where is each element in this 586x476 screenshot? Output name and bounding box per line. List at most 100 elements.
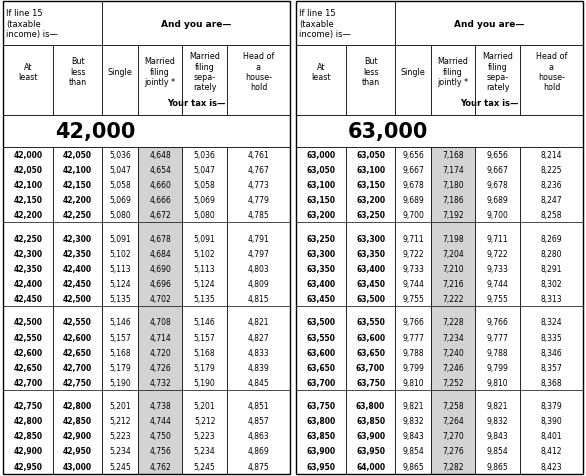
Text: 42,900: 42,900: [63, 431, 92, 440]
Text: Head of
a
house-
hold: Head of a house- hold: [536, 52, 567, 92]
Text: 5,223: 5,223: [109, 431, 131, 440]
Text: 9,700: 9,700: [402, 211, 424, 220]
Text: 4,720: 4,720: [149, 348, 171, 357]
Text: 7,210: 7,210: [442, 264, 464, 273]
Text: 8,225: 8,225: [541, 166, 562, 175]
Text: 42,250: 42,250: [63, 211, 92, 220]
Text: 4,690: 4,690: [149, 264, 171, 273]
Text: 63,350: 63,350: [356, 249, 385, 258]
Text: 4,678: 4,678: [149, 234, 171, 243]
Text: 5,091: 5,091: [109, 234, 131, 243]
Text: 5,201: 5,201: [194, 401, 216, 410]
Text: 63,700: 63,700: [356, 363, 385, 372]
Text: 63,350: 63,350: [306, 264, 336, 273]
Text: 5,113: 5,113: [194, 264, 216, 273]
Text: 42,550: 42,550: [63, 318, 92, 327]
Text: 9,766: 9,766: [402, 318, 424, 327]
Text: 5,124: 5,124: [194, 279, 216, 288]
Text: 5,179: 5,179: [109, 363, 131, 372]
Text: Married
filing
sepa-
rately: Married filing sepa- rately: [482, 52, 513, 92]
Text: 63,100: 63,100: [306, 181, 336, 189]
Text: 5,245: 5,245: [109, 462, 131, 471]
Text: 5,179: 5,179: [194, 363, 216, 372]
Text: 5,047: 5,047: [194, 166, 216, 175]
Text: 4,660: 4,660: [149, 181, 171, 189]
Text: 5,245: 5,245: [194, 462, 216, 471]
Text: 63,100: 63,100: [356, 166, 385, 175]
Text: 42,650: 42,650: [63, 348, 92, 357]
Text: 42,200: 42,200: [63, 196, 92, 205]
Text: 42,050: 42,050: [13, 166, 43, 175]
Text: 42,200: 42,200: [13, 211, 43, 220]
Text: 42,400: 42,400: [13, 279, 43, 288]
Text: 7,240: 7,240: [442, 348, 464, 357]
Text: 7,228: 7,228: [442, 318, 464, 327]
Text: 42,950: 42,950: [13, 462, 43, 471]
Text: Head of
a
house-
hold: Head of a house- hold: [243, 52, 274, 92]
Text: 7,204: 7,204: [442, 249, 464, 258]
Text: 9,678: 9,678: [487, 181, 509, 189]
Bar: [138, 148, 182, 474]
Text: 63,050: 63,050: [306, 166, 336, 175]
Text: 8,423: 8,423: [541, 462, 563, 471]
Text: 5,102: 5,102: [109, 249, 131, 258]
Text: 5,113: 5,113: [109, 264, 131, 273]
Text: And you are—: And you are—: [454, 20, 524, 29]
Text: Single: Single: [401, 68, 425, 77]
Text: 4,761: 4,761: [248, 150, 270, 159]
Text: 63,000: 63,000: [347, 121, 428, 141]
Text: 9,788: 9,788: [402, 348, 424, 357]
Text: 42,500: 42,500: [13, 318, 43, 327]
Text: 42,300: 42,300: [63, 234, 92, 243]
Text: Your tax is—: Your tax is—: [460, 99, 518, 108]
Text: 9,788: 9,788: [487, 348, 509, 357]
Text: 63,150: 63,150: [306, 196, 336, 205]
Text: 42,000: 42,000: [13, 150, 43, 159]
Text: 4,785: 4,785: [248, 211, 270, 220]
Text: 42,150: 42,150: [63, 181, 92, 189]
Text: 9,722: 9,722: [487, 249, 509, 258]
Text: 63,300: 63,300: [306, 249, 336, 258]
Text: 63,850: 63,850: [356, 416, 385, 426]
Text: But
less
than: But less than: [69, 58, 87, 87]
Text: 63,600: 63,600: [356, 333, 385, 342]
Text: 4,857: 4,857: [248, 416, 270, 426]
Text: 4,696: 4,696: [149, 279, 171, 288]
Text: 5,058: 5,058: [194, 181, 216, 189]
Text: 5,069: 5,069: [194, 196, 216, 205]
Text: 5,190: 5,190: [109, 378, 131, 387]
Text: 42,350: 42,350: [63, 249, 92, 258]
Text: 8,313: 8,313: [541, 295, 563, 303]
Text: 4,791: 4,791: [248, 234, 270, 243]
Text: 42,050: 42,050: [63, 150, 92, 159]
Text: 63,200: 63,200: [306, 211, 336, 220]
Text: 8,379: 8,379: [541, 401, 563, 410]
Text: 8,357: 8,357: [541, 363, 563, 372]
Text: 5,212: 5,212: [109, 416, 131, 426]
Text: 9,810: 9,810: [487, 378, 509, 387]
Text: 63,850: 63,850: [306, 431, 336, 440]
Text: 4,827: 4,827: [248, 333, 270, 342]
Text: 9,854: 9,854: [487, 446, 509, 456]
Text: 5,102: 5,102: [194, 249, 216, 258]
Text: 4,666: 4,666: [149, 196, 171, 205]
Text: 4,845: 4,845: [248, 378, 270, 387]
Text: 9,821: 9,821: [402, 401, 424, 410]
Text: 42,100: 42,100: [63, 166, 92, 175]
Text: 8,335: 8,335: [541, 333, 563, 342]
Text: 8,214: 8,214: [541, 150, 562, 159]
Text: 9,777: 9,777: [487, 333, 509, 342]
Text: 9,711: 9,711: [487, 234, 509, 243]
Text: 5,091: 5,091: [194, 234, 216, 243]
Text: 4,750: 4,750: [149, 431, 171, 440]
Text: 9,821: 9,821: [487, 401, 509, 410]
Text: 9,766: 9,766: [487, 318, 509, 327]
Text: 63,650: 63,650: [306, 363, 336, 372]
Text: 42,800: 42,800: [13, 416, 43, 426]
Text: 42,850: 42,850: [63, 416, 92, 426]
Text: 63,250: 63,250: [356, 211, 385, 220]
Text: 7,192: 7,192: [442, 211, 464, 220]
Text: 5,168: 5,168: [194, 348, 216, 357]
Text: 63,950: 63,950: [356, 446, 385, 456]
Text: 4,839: 4,839: [248, 363, 270, 372]
